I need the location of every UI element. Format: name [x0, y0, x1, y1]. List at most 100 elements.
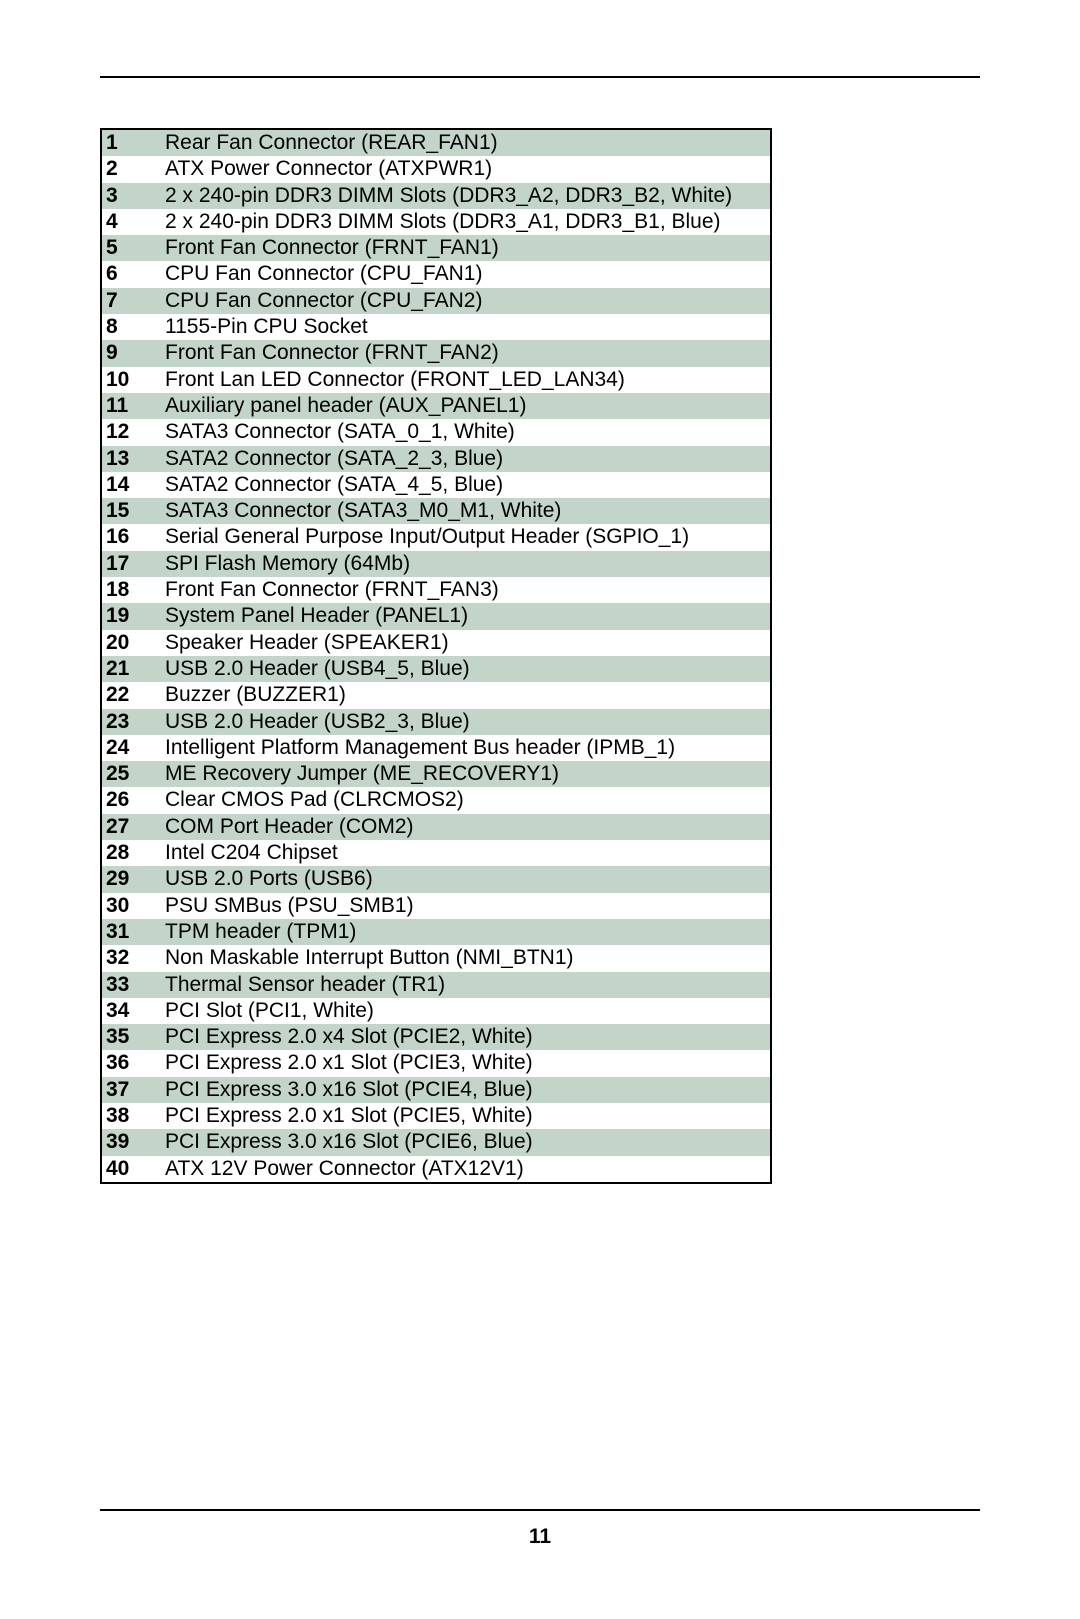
table-row: 13SATA2 Connector (SATA_2_3, Blue) [101, 446, 771, 472]
table-row: 27COM Port Header (COM2) [101, 814, 771, 840]
row-description: System Panel Header (PANEL1) [161, 603, 771, 629]
row-number: 37 [101, 1077, 161, 1103]
row-number: 24 [101, 735, 161, 761]
table-row: 14SATA2 Connector (SATA_4_5, Blue) [101, 472, 771, 498]
row-number: 2 [101, 156, 161, 182]
row-description: SATA3 Connector (SATA3_M0_M1, White) [161, 498, 771, 524]
table-row: 11Auxiliary panel header (AUX_PANEL1) [101, 393, 771, 419]
row-description: Front Fan Connector (FRNT_FAN2) [161, 340, 771, 366]
row-number: 38 [101, 1103, 161, 1129]
table-row: 30PSU SMBus (PSU_SMB1) [101, 893, 771, 919]
table-row: 32Non Maskable Interrupt Button (NMI_BTN… [101, 945, 771, 971]
row-number: 28 [101, 840, 161, 866]
row-number: 11 [101, 393, 161, 419]
row-description: Rear Fan Connector (REAR_FAN1) [161, 129, 771, 156]
table-row: 9Front Fan Connector (FRNT_FAN2) [101, 340, 771, 366]
table-row: 1Rear Fan Connector (REAR_FAN1) [101, 129, 771, 156]
row-description: 2 x 240-pin DDR3 DIMM Slots (DDR3_A1, DD… [161, 209, 771, 235]
row-description: Speaker Header (SPEAKER1) [161, 630, 771, 656]
table-row: 22Buzzer (BUZZER1) [101, 682, 771, 708]
table-row: 7CPU Fan Connector (CPU_FAN2) [101, 288, 771, 314]
table-row: 40ATX 12V Power Connector (ATX12V1) [101, 1156, 771, 1183]
row-description: PCI Express 3.0 x16 Slot (PCIE6, Blue) [161, 1129, 771, 1155]
row-description: PCI Express 2.0 x1 Slot (PCIE5, White) [161, 1103, 771, 1129]
table-row: 81155-Pin CPU Socket [101, 314, 771, 340]
table-row: 36PCI Express 2.0 x1 Slot (PCIE3, White) [101, 1050, 771, 1076]
row-number: 34 [101, 998, 161, 1024]
row-description: Intelligent Platform Management Bus head… [161, 735, 771, 761]
table-row: 42 x 240-pin DDR3 DIMM Slots (DDR3_A1, D… [101, 209, 771, 235]
row-number: 1 [101, 129, 161, 156]
row-number: 8 [101, 314, 161, 340]
row-number: 12 [101, 419, 161, 445]
component-table: 1Rear Fan Connector (REAR_FAN1)2ATX Powe… [100, 128, 772, 1184]
row-number: 16 [101, 524, 161, 550]
table-row: 23USB 2.0 Header (USB2_3, Blue) [101, 709, 771, 735]
row-description: USB 2.0 Header (USB2_3, Blue) [161, 709, 771, 735]
row-number: 5 [101, 235, 161, 261]
row-description: Clear CMOS Pad (CLRCMOS2) [161, 787, 771, 813]
table-row: 12SATA3 Connector (SATA_0_1, White) [101, 419, 771, 445]
row-description: Front Fan Connector (FRNT_FAN1) [161, 235, 771, 261]
footer-rule [100, 1509, 980, 1511]
table-row: 39PCI Express 3.0 x16 Slot (PCIE6, Blue) [101, 1129, 771, 1155]
table-row: 38PCI Express 2.0 x1 Slot (PCIE5, White) [101, 1103, 771, 1129]
row-description: PCI Slot (PCI1, White) [161, 998, 771, 1024]
table-row: 33Thermal Sensor header (TR1) [101, 972, 771, 998]
row-description: 2 x 240-pin DDR3 DIMM Slots (DDR3_A2, DD… [161, 183, 771, 209]
table-row: 25ME Recovery Jumper (ME_RECOVERY1) [101, 761, 771, 787]
document-page: 1Rear Fan Connector (REAR_FAN1)2ATX Powe… [100, 0, 980, 1619]
row-number: 23 [101, 709, 161, 735]
row-description: ATX Power Connector (ATXPWR1) [161, 156, 771, 182]
table-row: 20Speaker Header (SPEAKER1) [101, 630, 771, 656]
row-description: Thermal Sensor header (TR1) [161, 972, 771, 998]
row-description: SATA2 Connector (SATA_2_3, Blue) [161, 446, 771, 472]
row-number: 40 [101, 1156, 161, 1183]
row-description: USB 2.0 Header (USB4_5, Blue) [161, 656, 771, 682]
row-description: Buzzer (BUZZER1) [161, 682, 771, 708]
row-description: Front Fan Connector (FRNT_FAN3) [161, 577, 771, 603]
table-row: 37PCI Express 3.0 x16 Slot (PCIE4, Blue) [101, 1077, 771, 1103]
row-number: 9 [101, 340, 161, 366]
row-number: 17 [101, 551, 161, 577]
table-row: 28Intel C204 Chipset [101, 840, 771, 866]
row-description: SPI Flash Memory (64Mb) [161, 551, 771, 577]
row-description: ATX 12V Power Connector (ATX12V1) [161, 1156, 771, 1183]
row-description: CPU Fan Connector (CPU_FAN1) [161, 261, 771, 287]
row-number: 6 [101, 261, 161, 287]
row-number: 19 [101, 603, 161, 629]
row-number: 18 [101, 577, 161, 603]
row-description: PCI Express 2.0 x4 Slot (PCIE2, White) [161, 1024, 771, 1050]
table-row: 26Clear CMOS Pad (CLRCMOS2) [101, 787, 771, 813]
row-description: ME Recovery Jumper (ME_RECOVERY1) [161, 761, 771, 787]
table-row: 34PCI Slot (PCI1, White) [101, 998, 771, 1024]
row-number: 4 [101, 209, 161, 235]
page-number: 11 [100, 1525, 980, 1549]
table-row: 6CPU Fan Connector (CPU_FAN1) [101, 261, 771, 287]
row-number: 39 [101, 1129, 161, 1155]
table-row: 17SPI Flash Memory (64Mb) [101, 551, 771, 577]
row-number: 7 [101, 288, 161, 314]
row-description: SATA2 Connector (SATA_4_5, Blue) [161, 472, 771, 498]
row-number: 26 [101, 787, 161, 813]
table-row: 2ATX Power Connector (ATXPWR1) [101, 156, 771, 182]
table-row: 18Front Fan Connector (FRNT_FAN3) [101, 577, 771, 603]
row-description: COM Port Header (COM2) [161, 814, 771, 840]
row-description: PSU SMBus (PSU_SMB1) [161, 893, 771, 919]
row-number: 22 [101, 682, 161, 708]
table-row: 21USB 2.0 Header (USB4_5, Blue) [101, 656, 771, 682]
table-row: 24Intelligent Platform Management Bus he… [101, 735, 771, 761]
row-description: Intel C204 Chipset [161, 840, 771, 866]
row-number: 25 [101, 761, 161, 787]
row-description: TPM header (TPM1) [161, 919, 771, 945]
row-number: 20 [101, 630, 161, 656]
row-number: 14 [101, 472, 161, 498]
table-row: 32 x 240-pin DDR3 DIMM Slots (DDR3_A2, D… [101, 183, 771, 209]
table-row: 29USB 2.0 Ports (USB6) [101, 866, 771, 892]
row-description: PCI Express 3.0 x16 Slot (PCIE4, Blue) [161, 1077, 771, 1103]
table-row: 35PCI Express 2.0 x4 Slot (PCIE2, White) [101, 1024, 771, 1050]
table-row: 5Front Fan Connector (FRNT_FAN1) [101, 235, 771, 261]
row-number: 10 [101, 367, 161, 393]
row-description: Serial General Purpose Input/Output Head… [161, 524, 771, 550]
row-number: 32 [101, 945, 161, 971]
